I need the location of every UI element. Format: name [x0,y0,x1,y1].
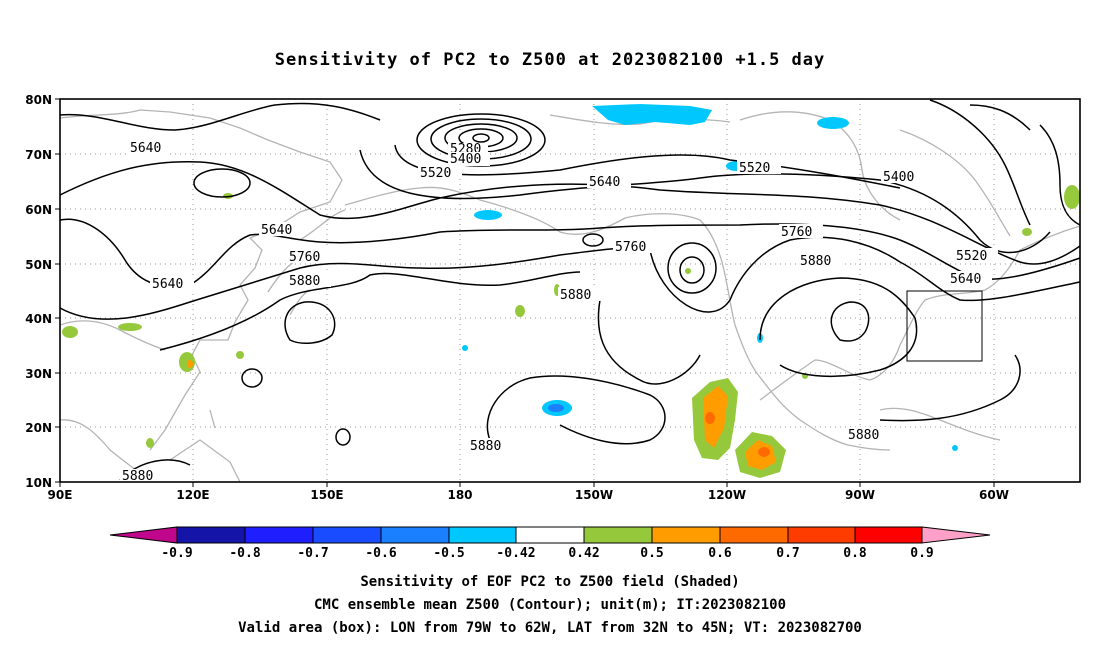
colorbar-cell [583,526,653,544]
footer-line-2: CMC ensemble mean Z500 (Contour); unit(m… [313,597,786,613]
contour-label-5880: 5880 [560,288,591,303]
shade-positive [118,323,142,331]
contour-label-5640: 5640 [130,141,161,156]
contour-label-5400: 5400 [450,152,481,167]
colorbar-label: -0.9 [161,546,192,561]
valid-area-box [906,290,983,362]
colorbar-cell [448,526,517,544]
shade-positive [703,386,728,448]
gridlines [60,99,1080,482]
lon-label: 60W [979,488,1009,502]
colorbar-label: 0.8 [843,546,867,561]
lat-label: 80N [25,93,52,107]
footer-line-3: Valid area (box): LON from 79W to 62W, L… [238,620,862,636]
lat-label: 20N [25,421,52,435]
shade-positive [705,412,715,424]
chart-title: Sensitivity of PC2 to Z500 at 2023082100… [274,50,826,70]
contour-label-5520: 5520 [956,249,987,264]
contour-label-5880: 5880 [122,469,153,484]
shade-negative [952,445,958,451]
shade-positive [146,438,154,448]
shade-positive [1022,228,1032,236]
lat-label: 70N [25,148,52,162]
colorbar-label: -0.6 [365,546,396,561]
colorbar-label: -0.8 [229,546,260,561]
shade-positive [758,447,770,457]
contour-label-5640: 5640 [152,277,183,292]
shade-positive [1064,185,1080,209]
colorbar-cell [380,526,450,544]
contour-labels: 5640 5280 5400 5520 5640 5520 5400 5640 … [120,140,998,484]
colorbar-label: 0.9 [910,546,933,561]
colorbar-label: 0.5 [640,546,663,561]
contour-label-5640: 5640 [261,223,292,238]
footer-line-1: Sensitivity of EOF PC2 to Z500 field (Sh… [360,574,740,590]
shade-positive [179,352,195,372]
lon-label: 180 [447,488,472,502]
colorbar-label: -0.5 [433,546,464,561]
shade-negative [592,104,712,125]
latitude-labels: 80N 70N 60N 50N 40N 30N 20N 10N [25,93,52,490]
contour-label-5760: 5760 [615,240,646,255]
lon-label: 120E [176,488,209,502]
contour-label-5880: 5880 [289,274,320,289]
colorbar-cell [719,526,789,544]
sensitivity-shading [62,104,1080,478]
shade-negative [474,210,502,220]
colorbar-labels: -0.9 -0.8 -0.7 -0.6 -0.5 -0.42 0.42 0.5 … [161,546,933,561]
lat-label: 30N [25,367,52,381]
colorbar-cell [651,526,721,544]
shade-positive [187,360,193,368]
colorbar [109,526,991,544]
lon-label: 120W [708,488,746,502]
colorbar-label: 0.6 [708,546,732,561]
colorbar-label: -0.42 [496,546,535,561]
tick-marks [55,98,995,487]
shade-negative [817,117,849,129]
contour-label-5880: 5880 [470,439,501,454]
shade-positive [515,305,525,317]
lat-label: 50N [25,258,52,272]
lon-label: 90E [48,488,73,502]
contour-label-5880: 5880 [848,428,879,443]
lat-label: 40N [25,312,52,326]
shade-negative [548,404,564,412]
lat-label: 60N [25,203,52,217]
contour-label-5520: 5520 [739,161,770,176]
lat-label: 10N [25,476,52,490]
contour-label-5640: 5640 [950,272,981,287]
shade-positive [236,351,244,359]
contour-label-5880: 5880 [800,254,831,269]
contour-label-5640: 5640 [589,175,620,190]
shade-positive [685,268,691,274]
colorbar-cell [854,526,923,544]
contour-label-5520: 5520 [420,166,451,181]
shade-negative [462,345,468,351]
colorbar-label: 0.7 [776,546,799,561]
colorbar-label: 0.42 [568,546,599,561]
contour-label-5760: 5760 [781,225,812,240]
colorbar-cell [244,526,314,544]
longitude-labels: 90E 120E 150E 180 150W 120W 90W 60W [48,488,1009,502]
lon-label: 150W [575,488,613,502]
lon-label: 90W [845,488,875,502]
shade-positive [62,326,78,338]
colorbar-cell [109,526,178,544]
colorbar-cell [787,526,856,544]
contour-label-5760: 5760 [289,250,320,265]
colorbar-cell [176,526,246,544]
colorbar-cell [312,526,382,544]
lon-label: 150E [310,488,343,502]
contour-label-5400: 5400 [883,170,914,185]
colorbar-label: -0.7 [297,546,328,561]
colorbar-cell [515,526,585,544]
colorbar-cell [921,526,991,544]
